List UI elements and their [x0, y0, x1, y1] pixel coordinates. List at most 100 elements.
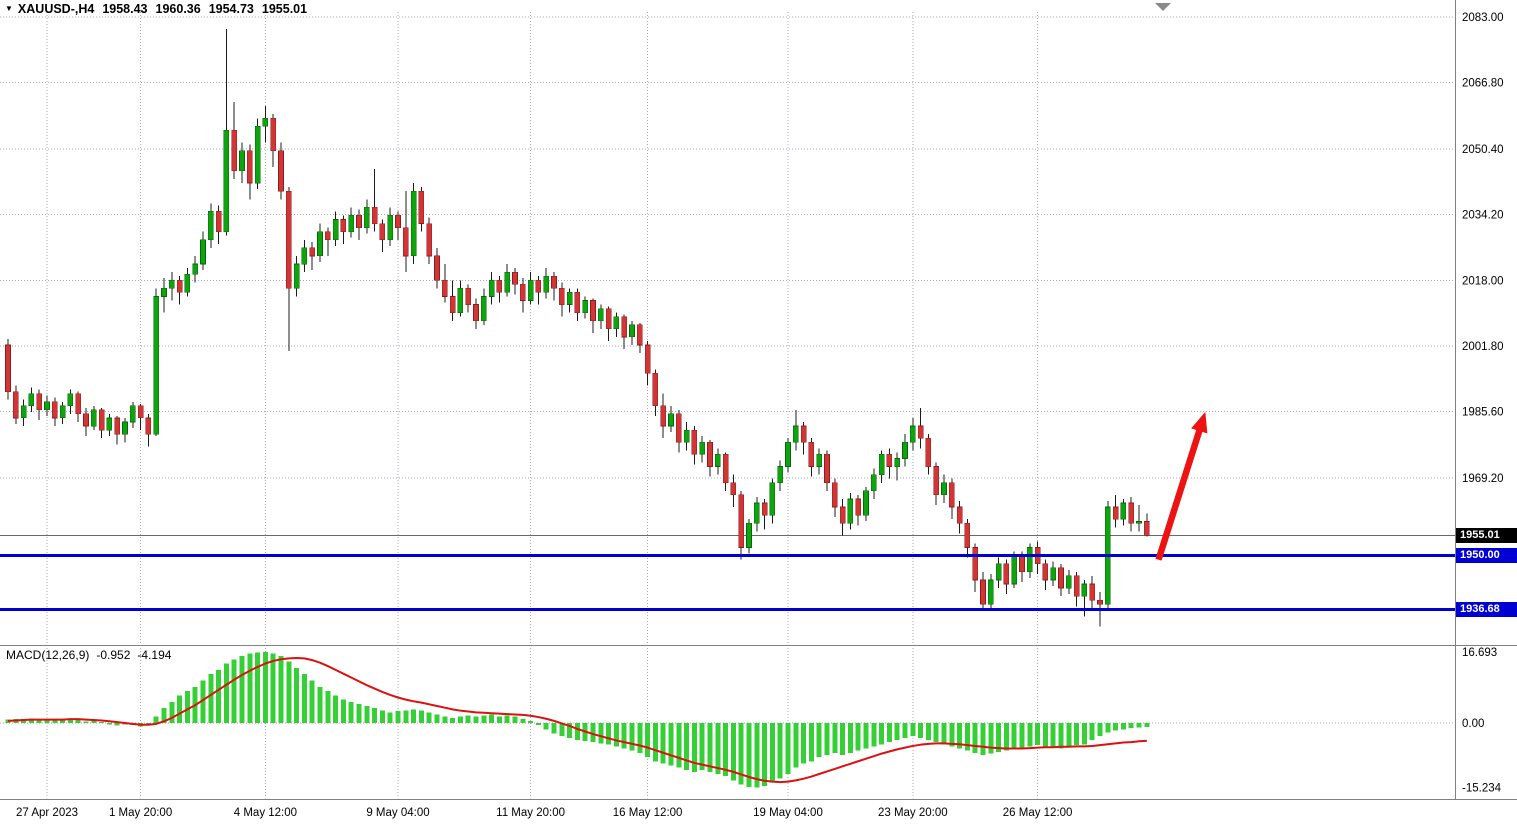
macd-histogram-bar: [465, 715, 471, 723]
symbol-dropdown-icon[interactable]: ▼: [5, 4, 13, 13]
macd-histogram-bar: [988, 723, 994, 754]
candle-bull: [1027, 547, 1033, 573]
candle-bull: [67, 393, 74, 407]
macd-main-value: -0.952: [96, 648, 131, 662]
macd-histogram-bar: [473, 716, 479, 723]
candle-bear: [441, 279, 448, 297]
macd-axis-label: -15.234: [1462, 783, 1502, 795]
macd-histogram-bar: [450, 717, 456, 723]
macd-histogram-bar: [364, 706, 370, 723]
candle-bull: [262, 117, 269, 127]
candle-bear: [730, 482, 737, 496]
macd-histogram-bar: [496, 716, 502, 723]
candle-bear: [535, 279, 542, 293]
candle-bear: [285, 190, 292, 289]
macd-histogram-bar: [598, 723, 604, 744]
time-axis-label: 23 May 20:00: [878, 807, 948, 819]
macd-histogram-bar: [684, 723, 690, 770]
candle-bull: [909, 425, 916, 443]
candle-bull: [792, 425, 799, 443]
macd-histogram-bar: [528, 720, 534, 723]
chart-header: ▼ XAUUSD-,H4 1958.43 1960.36 1954.73 195…: [5, 2, 307, 16]
candle-bear: [933, 466, 940, 496]
candle-bear: [831, 482, 838, 508]
price-axis-label: 2018.00: [1462, 275, 1504, 287]
candle-bull: [293, 263, 300, 289]
candle-bear: [519, 283, 526, 301]
candle-bear: [418, 190, 425, 224]
candle-bear: [948, 482, 955, 508]
candle-bull: [208, 211, 214, 241]
macd-histogram-bar: [255, 652, 261, 723]
macd-histogram-bar: [512, 716, 518, 723]
macd-histogram-bar: [879, 723, 885, 745]
candle-bear: [660, 405, 667, 427]
candle-bull: [480, 296, 487, 322]
macd-histogram-bar: [543, 723, 549, 730]
candle-bear: [800, 425, 807, 443]
macd-histogram-bar: [114, 723, 120, 726]
candle-bear: [808, 441, 815, 467]
candle-bull: [184, 273, 191, 293]
macd-histogram-bar: [489, 714, 495, 723]
macd-histogram-bar: [1035, 723, 1041, 746]
candle-bull: [254, 126, 261, 184]
macd-histogram-bar: [21, 719, 27, 723]
candle-bull: [363, 207, 370, 228]
candle-bull: [1120, 502, 1127, 520]
candle-bull: [1136, 521, 1142, 524]
candle-bear: [1058, 567, 1064, 589]
macd-histogram-bar: [60, 719, 66, 723]
candle-bull: [504, 271, 511, 293]
candle-bear: [707, 441, 713, 467]
candle-bull: [161, 288, 167, 297]
candle-bear: [621, 316, 628, 338]
support-line-tag-1936[interactable]: 1936.68: [1456, 602, 1517, 618]
candle-bull: [543, 275, 550, 293]
macd-histogram-bar: [161, 708, 167, 723]
candle-bear: [1089, 583, 1095, 601]
macd-histogram-bar: [785, 723, 791, 774]
macd-histogram-bar: [723, 723, 729, 777]
support-line-tag-1950[interactable]: 1950.00: [1456, 548, 1517, 564]
candle-bear: [1144, 521, 1150, 536]
candle-bear: [496, 279, 503, 293]
candle-bear: [675, 413, 682, 443]
candle-bear: [145, 417, 152, 435]
candle-bear: [83, 413, 89, 427]
macd-histogram-bar: [1128, 723, 1134, 729]
candle-bull: [387, 215, 394, 241]
candle-bull: [777, 466, 784, 484]
candle-bull: [1011, 555, 1018, 585]
chart-shift-icon[interactable]: [1155, 3, 1171, 11]
candle-bear: [137, 405, 144, 419]
macd-histogram-bar: [294, 667, 300, 723]
macd-histogram-bar: [177, 695, 183, 723]
macd-histogram-bar: [1027, 723, 1033, 747]
macd-histogram-bar: [746, 723, 752, 787]
macd-histogram-bar: [535, 723, 541, 726]
candle-bull: [941, 482, 947, 496]
macd-histogram-bar: [36, 719, 42, 723]
macd-histogram-bar: [941, 723, 947, 745]
macd-histogram-bar: [301, 674, 307, 723]
candle-bear: [51, 401, 58, 419]
macd-histogram-bar: [340, 699, 346, 723]
candle-bull: [332, 219, 339, 241]
macd-histogram-bar: [75, 720, 81, 723]
candle-bear: [605, 308, 612, 330]
candle-bull: [1081, 583, 1088, 597]
macd-histogram-bar: [762, 723, 768, 786]
macd-histogram-bar: [28, 718, 34, 723]
macd-signal-value: -4.194: [137, 648, 172, 662]
candle-bull: [153, 296, 159, 435]
macd-histogram-bar: [769, 723, 775, 783]
trend-arrow-head[interactable]: [1191, 411, 1208, 434]
macd-histogram-bar: [239, 655, 245, 723]
macd-histogram-bar: [715, 723, 721, 774]
candle-bull: [192, 263, 198, 275]
macd-histogram-bar: [418, 710, 424, 723]
candle-bull: [699, 441, 706, 455]
trend-arrow-shaft[interactable]: [1155, 424, 1205, 561]
